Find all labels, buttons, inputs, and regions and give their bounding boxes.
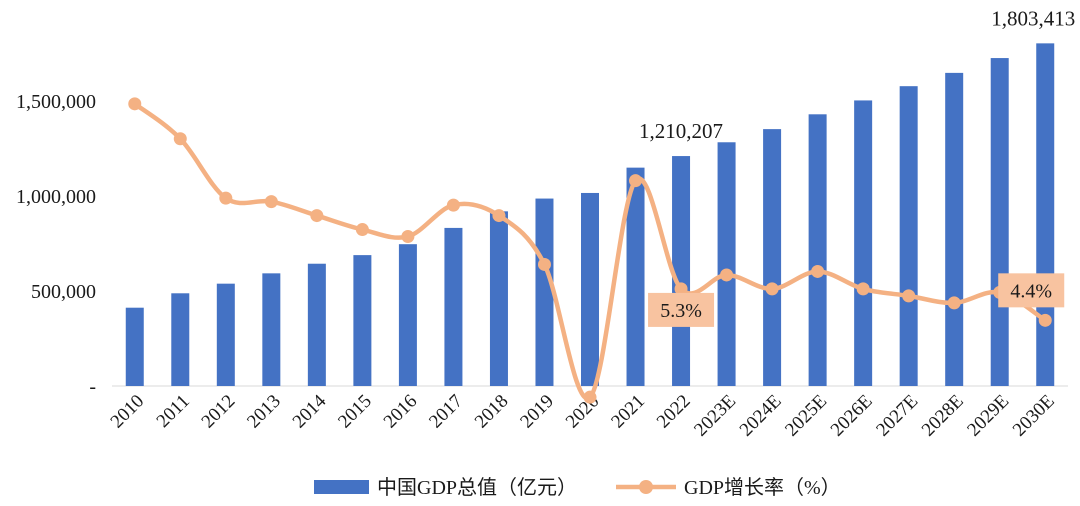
- gdp-bar: [307, 263, 326, 386]
- growth-rate-point: [902, 289, 916, 303]
- growth-rate-point: [173, 132, 187, 146]
- bar-value-label: 1,803,413: [991, 6, 1075, 30]
- gdp-bar: [444, 227, 463, 386]
- growth-rate-point: [537, 257, 551, 271]
- growth-rate-point: [128, 97, 142, 111]
- x-tick-label: 2016: [380, 391, 422, 433]
- x-tick-label: 2029E: [963, 391, 1013, 441]
- callout-box: [998, 273, 1065, 308]
- growth-rate-point: [401, 230, 415, 244]
- gdp-bar: [216, 283, 235, 386]
- gdp-bar: [899, 86, 918, 387]
- y-tick-label: 1,000,000: [16, 186, 96, 208]
- growth-rate-point: [811, 264, 825, 278]
- x-tick-label: 2012: [198, 391, 240, 433]
- bar-value-label: 1,210,207: [639, 119, 723, 143]
- growth-rate-callout: 4.4%: [1010, 280, 1052, 302]
- x-tick-label: 2028E: [918, 391, 968, 441]
- gdp-bar: [125, 307, 144, 386]
- gdp-bar: [262, 273, 281, 386]
- growth-rate-point: [674, 282, 688, 296]
- gdp-bar: [535, 198, 554, 386]
- growth-rate-line: [128, 97, 1052, 404]
- growth-rate-point: [310, 209, 324, 223]
- growth-rate-curve: [133, 102, 1047, 401]
- gdp-bar: [945, 72, 964, 386]
- growth-rate-point: [629, 174, 643, 188]
- x-tick-label: 2010: [107, 391, 149, 433]
- growth-rate-point: [720, 268, 734, 282]
- growth-rate-point: [264, 195, 278, 209]
- x-tick-label: 2026E: [827, 391, 877, 441]
- x-tick-label: 2024E: [736, 391, 786, 441]
- growth-rate-point: [765, 282, 779, 296]
- growth-rate-point: [856, 282, 870, 296]
- x-tick-label: 2014: [289, 390, 331, 432]
- gdp-bar: [626, 167, 645, 386]
- x-tick-label: 2027E: [872, 391, 922, 441]
- gdp-bar: [990, 58, 1009, 387]
- x-tick-label: 2017: [425, 391, 467, 433]
- growth-rate-point: [947, 296, 961, 310]
- callout-box: [648, 292, 715, 327]
- gdp-bar: [581, 192, 599, 386]
- growth-rate-point: [219, 191, 233, 205]
- growth-rate-point: [1038, 313, 1052, 327]
- x-tick-label: 2025E: [781, 391, 831, 441]
- y-axis-ticks: - 500,000 1,000,000 1,500,000: [16, 91, 96, 398]
- growth-rate-point: [355, 223, 369, 237]
- data-labels: 1,210,207 1,803,413 5.3% 4.4%: [639, 6, 1075, 327]
- x-tick-label: 2018: [471, 391, 513, 433]
- gdp-bar: [171, 293, 190, 386]
- gdp-bar: [1036, 43, 1055, 386]
- gdp-bar: [672, 156, 691, 386]
- gdp-bar: [763, 129, 782, 386]
- legend-line-marker: [639, 480, 653, 494]
- growth-rate-point: [492, 209, 506, 223]
- x-tick-label: 2013: [243, 391, 285, 433]
- y-tick-label: -: [89, 376, 96, 398]
- legend: 中国GDP总值（亿元） GDP增长率（%）: [314, 476, 841, 499]
- growth-rate-point: [583, 390, 597, 404]
- legend-line-label: GDP增长率（%）: [684, 476, 841, 499]
- gdp-bar: [353, 255, 372, 386]
- legend-bar-label: 中国GDP总值（亿元）: [377, 476, 577, 499]
- growth-rate-callout: 5.3%: [660, 300, 702, 322]
- growth-rate-point: [446, 198, 460, 212]
- x-tick-label: 2030E: [1009, 391, 1059, 441]
- x-tick-label: 2015: [334, 391, 376, 433]
- gdp-bar: [398, 244, 417, 386]
- x-tick-label: 2021: [607, 391, 649, 433]
- y-tick-label: 1,500,000: [16, 91, 96, 113]
- gdp-bars: [125, 43, 1055, 387]
- x-tick-label: 2022: [653, 391, 695, 433]
- gdp-bar: [854, 100, 873, 387]
- x-tick-label: 2023E: [690, 391, 740, 441]
- y-tick-label: 500,000: [31, 281, 96, 303]
- gdp-bar: [489, 211, 508, 386]
- gdp-bar: [808, 114, 827, 387]
- legend-bar-swatch: [314, 480, 369, 494]
- x-tick-label: 2019: [516, 391, 558, 433]
- x-tick-label: 2011: [153, 391, 194, 432]
- gdp-bar: [717, 142, 736, 386]
